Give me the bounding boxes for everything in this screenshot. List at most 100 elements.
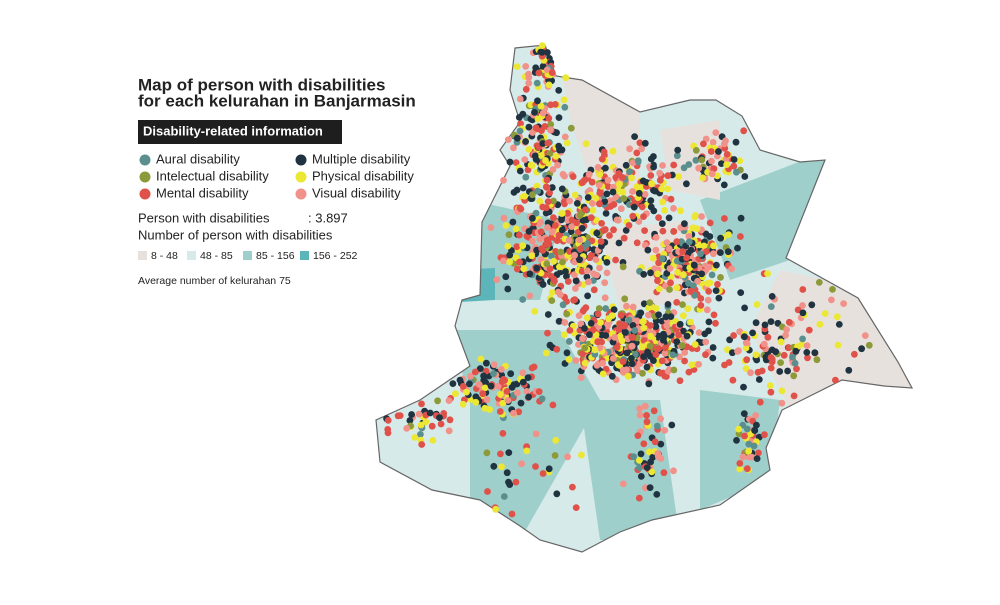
person-dot [513,243,521,251]
person-dot [597,238,605,245]
person-dot [623,302,630,310]
person-dot [487,382,495,390]
person-dot [629,303,637,311]
person-dot [565,237,573,244]
person-dot [629,322,637,329]
person-dot [603,259,611,266]
person-dot [643,363,651,371]
person-dot [561,103,569,111]
person-dot [720,181,728,189]
legend-marker [139,154,151,166]
person-dot [767,303,775,310]
person-dot [558,226,566,234]
person-dot [568,223,575,231]
person-dot [640,213,647,221]
person-dot [546,189,553,197]
person-dot [555,87,563,94]
person-dot [529,214,536,222]
person-dot [599,370,607,378]
person-dot [664,301,672,308]
person-dot [544,311,552,318]
person-dot [537,152,545,159]
person-dot [636,464,643,472]
person-dot [445,427,453,435]
person-dot [633,317,641,325]
person-dot [525,228,533,235]
person-dot [572,504,580,511]
person-dot [538,42,546,49]
person-dot [600,148,608,156]
person-dot [596,189,604,197]
person-dot [595,181,603,189]
person-dot [604,176,612,184]
person-dot [542,204,550,212]
class-swatch [138,251,147,260]
person-dot [523,447,531,455]
person-dot [558,185,566,193]
person-dot [542,349,550,357]
person-dot [490,361,498,369]
person-dot [528,252,536,260]
person-dot [494,382,502,390]
person-dot [622,227,630,234]
person-dot [557,248,565,256]
person-dot [640,324,648,332]
person-dot [525,79,533,87]
person-dot [459,400,467,408]
person-dot [513,265,521,273]
person-dot [593,271,600,279]
person-dot [543,260,551,268]
person-dot [628,342,636,350]
person-dot [459,382,467,390]
person-dot [566,197,574,205]
person-dot [594,338,602,346]
person-dot [504,136,512,144]
person-dot [654,450,662,458]
person-dot [529,129,536,136]
person-dot [483,359,490,367]
person-dot [615,325,623,333]
person-dot [551,277,558,285]
person-dot [698,156,706,164]
person-dot [655,311,662,319]
person-dot [808,301,816,309]
person-dot [661,207,668,214]
person-dot [789,353,796,361]
person-dot [591,346,599,354]
person-dot [384,429,392,437]
person-dot [538,395,546,403]
person-dot [655,345,662,352]
person-dot [643,412,650,419]
person-dot [706,233,714,240]
person-dot [615,239,623,247]
person-dot [799,302,806,309]
person-dot [705,318,713,326]
person-dot [637,450,645,458]
person-dot [641,139,649,147]
person-dot [534,97,541,105]
person-dot [503,388,511,395]
person-dot [683,254,690,262]
person-dot [736,460,744,467]
person-dot [639,369,646,377]
person-dot [532,463,539,470]
person-dot [703,306,711,314]
title-line: for each kelurahan in Banjarmasin [138,91,416,110]
person-dot [518,460,525,468]
person-dot [683,332,691,340]
person-dot [633,239,641,247]
person-dot [539,281,547,288]
person-dot [555,231,563,239]
class-label: 48 - 85 [200,250,233,262]
person-dot [536,235,544,243]
person-dot [529,237,536,245]
person-dot [514,389,521,397]
person-dot [513,63,521,70]
person-dot [452,390,459,398]
person-dot [619,358,627,365]
person-dot [563,349,571,357]
person-dot [555,317,563,325]
person-dot [751,426,758,434]
person-dot [521,156,529,164]
